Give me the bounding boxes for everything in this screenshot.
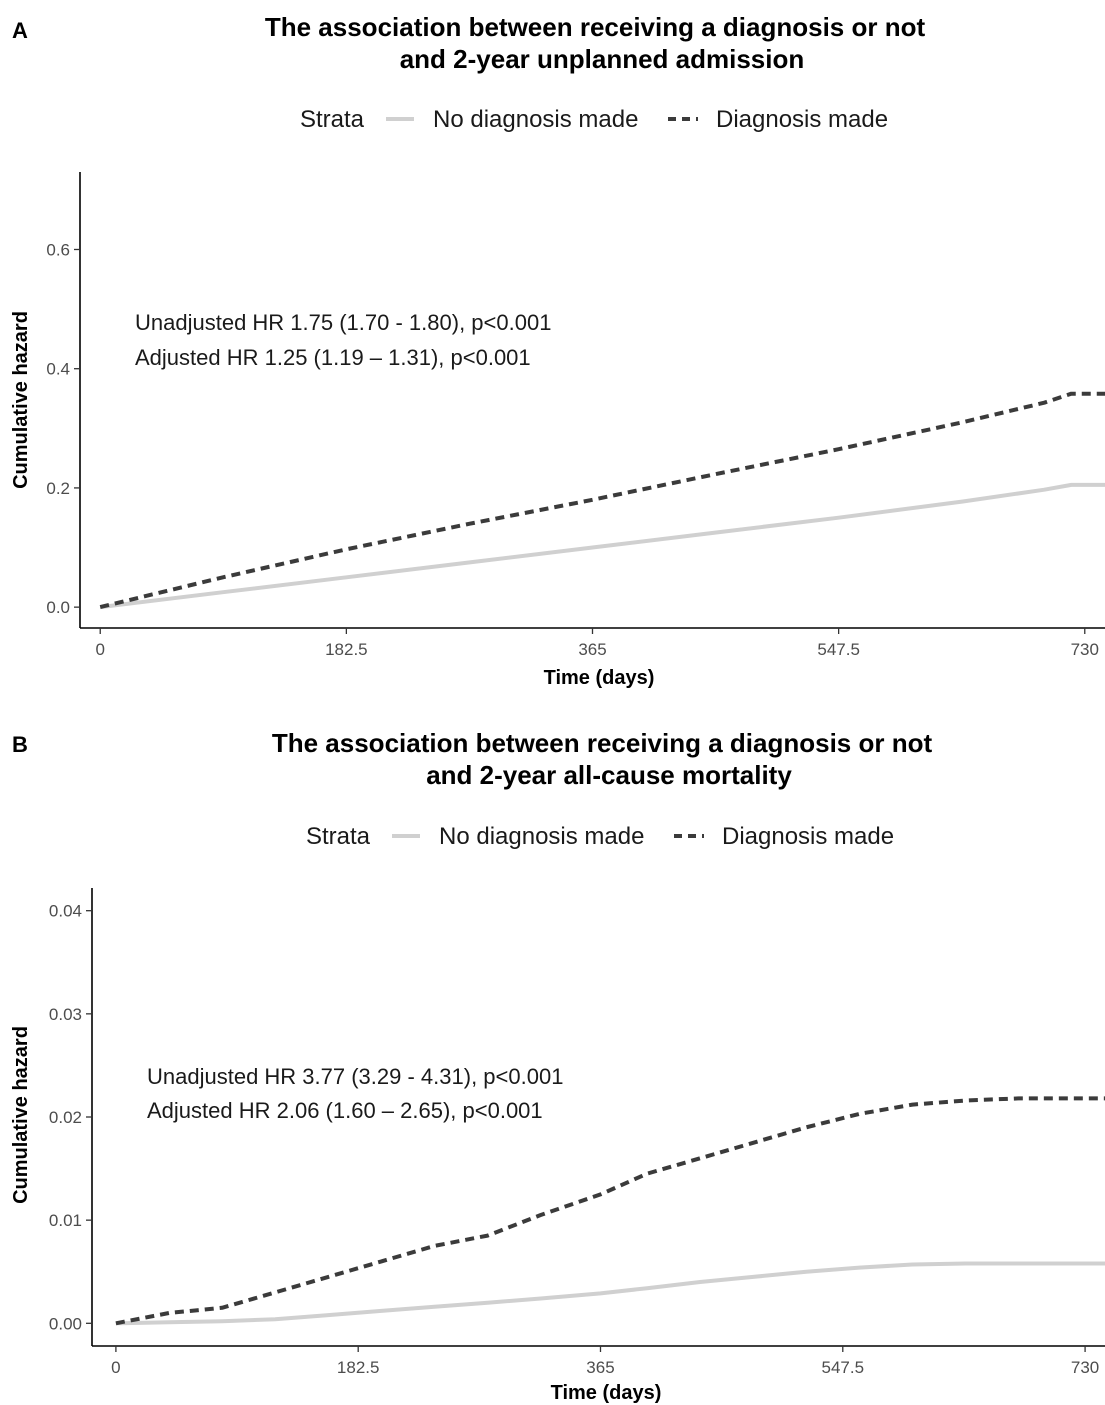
x-tick-label: 365 bbox=[578, 640, 606, 659]
series-line-no-diagnosis bbox=[115, 1261, 1105, 1326]
y-tick-label: 0.4 bbox=[46, 360, 70, 379]
x-axis-title: Time (days) bbox=[544, 667, 655, 689]
x-tick-label: 0 bbox=[95, 640, 104, 659]
x-tick-label: 730 bbox=[1071, 640, 1099, 659]
annotation-unadjusted-hr: Unadjusted HR 3.77 (3.29 - 4.31), p<0.00… bbox=[147, 1064, 563, 1089]
chart-title-line-1: The association between receiving a diag… bbox=[265, 12, 926, 42]
axes: 0 182.5 365 547.5 730 0.00 0.01 0.02 0.03 0.04 bbox=[49, 888, 1105, 1377]
y-tick-label: 0.2 bbox=[46, 479, 70, 498]
axes: 0 182.5 365 547.5 730 0.0 0.2 0.4 0.6 bbox=[46, 172, 1105, 659]
x-tick-label: 730 bbox=[1071, 1358, 1099, 1377]
x-axis-title: Time (days) bbox=[551, 1382, 662, 1404]
x-tick-label: 547.5 bbox=[822, 1358, 865, 1377]
legend-label-no-diagnosis: No diagnosis made bbox=[433, 106, 638, 133]
annotation-unadjusted-hr: Unadjusted HR 1.75 (1.70 - 1.80), p<0.00… bbox=[135, 310, 551, 335]
series-line-diagnosis-made bbox=[115, 1096, 1105, 1326]
chart-title-line-2: and 2-year all-cause mortality bbox=[426, 760, 792, 790]
legend-title: Strata bbox=[300, 106, 365, 133]
y-tick-label: 0.04 bbox=[49, 902, 82, 921]
chart-title-line-2: and 2-year unplanned admission bbox=[400, 44, 805, 74]
y-axis-title: Cumulative hazard bbox=[10, 1026, 32, 1204]
x-tick-label: 365 bbox=[586, 1358, 614, 1377]
chart-title-line-1: The association between receiving a diag… bbox=[272, 728, 933, 758]
y-tick-label: 0.00 bbox=[49, 1314, 82, 1333]
x-tick-label: 0 bbox=[111, 1358, 120, 1377]
series-line-diagnosis-made bbox=[99, 391, 1105, 610]
x-tick-label: 182.5 bbox=[325, 640, 368, 659]
series-line-no-diagnosis bbox=[99, 482, 1105, 610]
legend-title: Strata bbox=[306, 823, 371, 850]
y-axis-title: Cumulative hazard bbox=[10, 311, 32, 489]
y-tick-label: 0.02 bbox=[49, 1108, 82, 1127]
x-tick-label: 547.5 bbox=[817, 640, 860, 659]
y-tick-label: 0.6 bbox=[46, 240, 70, 259]
legend-label-diagnosis: Diagnosis made bbox=[722, 823, 894, 850]
legend-label-diagnosis: Diagnosis made bbox=[716, 106, 888, 133]
legend: Strata No diagnosis made Diagnosis made bbox=[306, 823, 894, 850]
legend: Strata No diagnosis made Diagnosis made bbox=[300, 106, 888, 133]
annotation-adjusted-hr: Adjusted HR 2.06 (1.60 – 2.65), p<0.001 bbox=[147, 1098, 543, 1123]
x-tick-label: 182.5 bbox=[337, 1358, 380, 1377]
legend-label-no-diagnosis: No diagnosis made bbox=[439, 823, 644, 850]
y-tick-label: 0.03 bbox=[49, 1005, 82, 1024]
panel-label-a: A bbox=[12, 18, 28, 43]
series-lines bbox=[115, 1096, 1105, 1326]
series-lines bbox=[99, 391, 1105, 610]
panel-b: B The association between receiving a di… bbox=[10, 728, 1105, 1404]
annotation-adjusted-hr: Adjusted HR 1.25 (1.19 – 1.31), p<0.001 bbox=[135, 345, 531, 370]
y-tick-label: 0.01 bbox=[49, 1211, 82, 1230]
y-tick-label: 0.0 bbox=[46, 598, 70, 617]
panel-a: A The association between receiving a di… bbox=[10, 12, 1105, 689]
panel-label-b: B bbox=[12, 732, 28, 757]
